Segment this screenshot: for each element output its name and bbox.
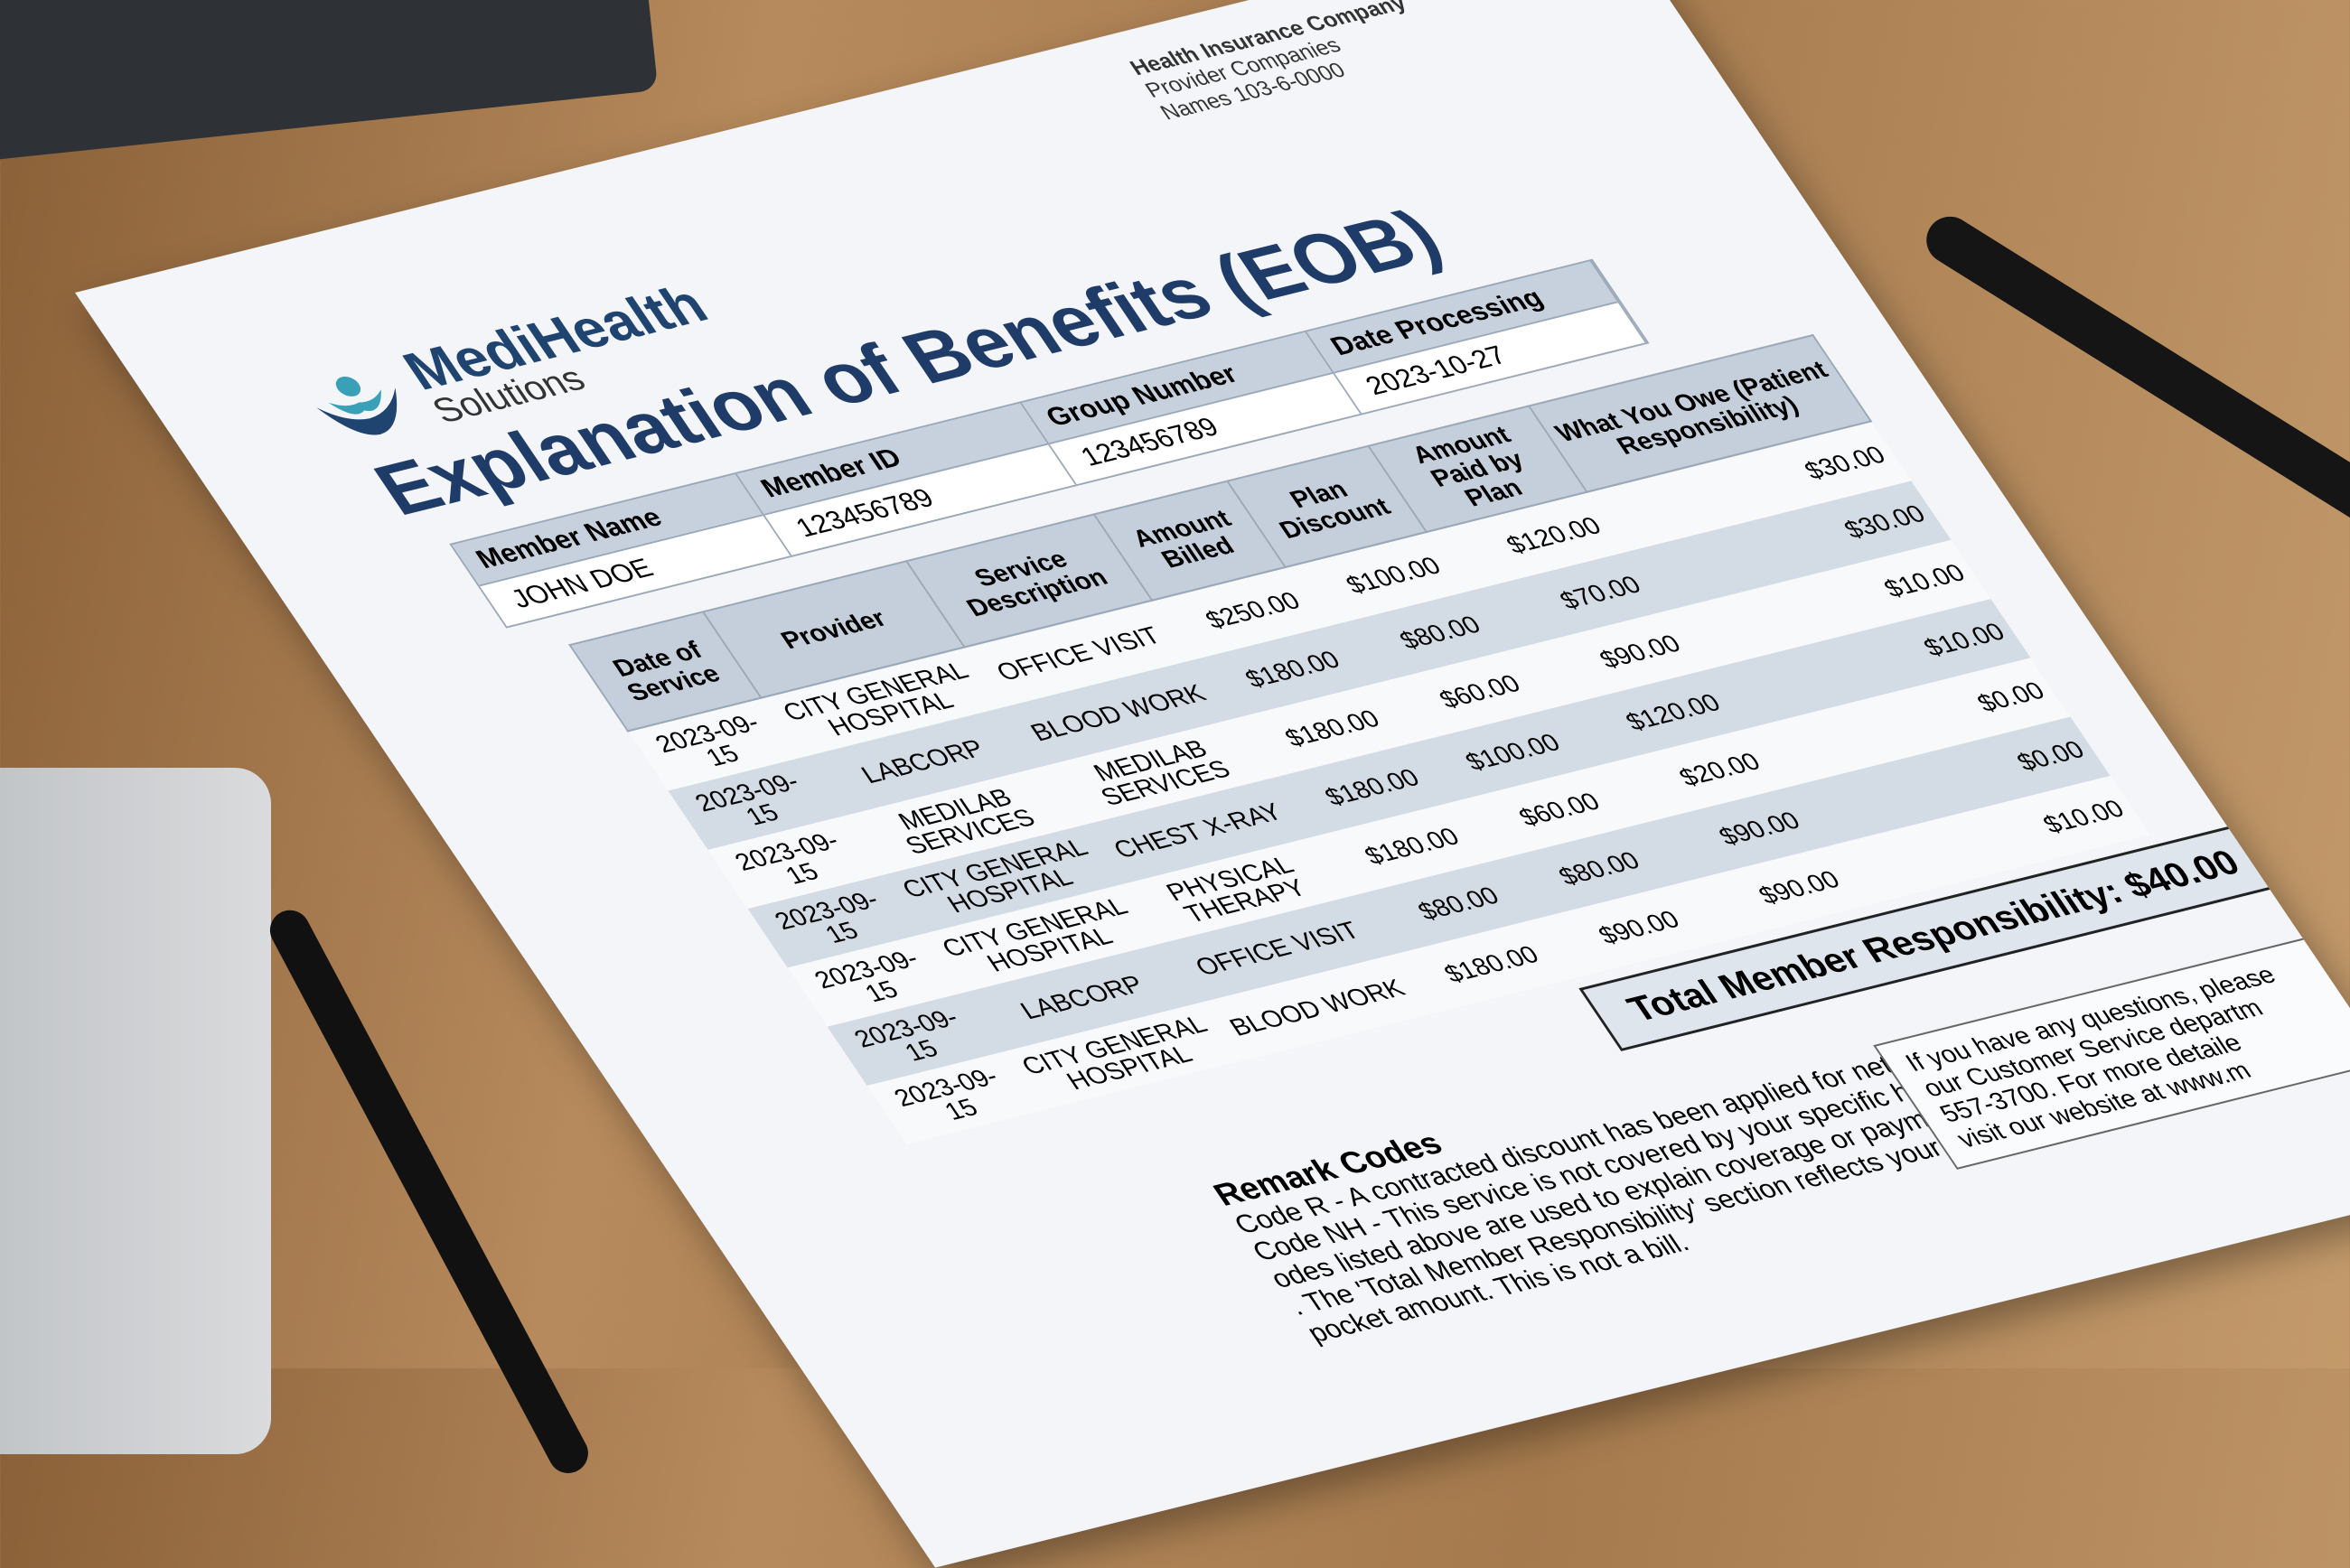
- laptop-side: [0, 768, 271, 1454]
- logo: MediHealth Solutions: [287, 275, 737, 456]
- logo-icon: [316, 376, 398, 435]
- laptop-top: [0, 0, 659, 163]
- eob-paper: Health Insurance Company Provider Compani…: [75, 0, 2350, 1568]
- company-block: Health Insurance Company Provider Compani…: [1126, 0, 1442, 126]
